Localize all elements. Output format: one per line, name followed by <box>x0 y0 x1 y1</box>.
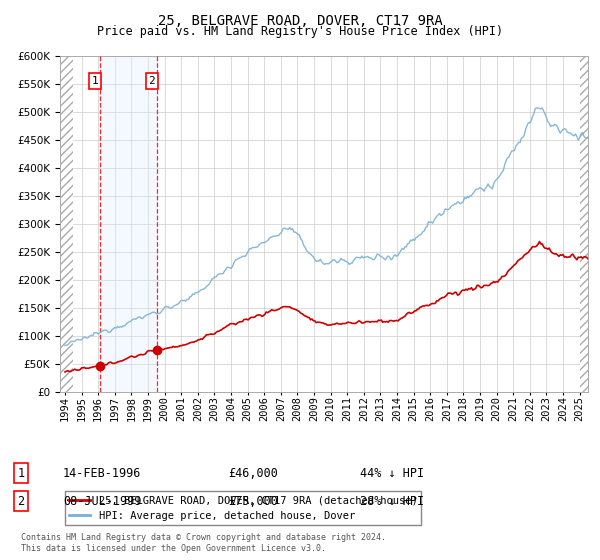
Text: 1: 1 <box>92 76 98 86</box>
Text: £46,000: £46,000 <box>228 466 278 480</box>
Bar <box>580 56 588 392</box>
Text: 44% ↓ HPI: 44% ↓ HPI <box>360 466 424 480</box>
Legend: 25, BELGRAVE ROAD, DOVER, CT17 9RA (detached house), HPI: Average price, detache: 25, BELGRAVE ROAD, DOVER, CT17 9RA (deta… <box>65 491 421 525</box>
Text: 2: 2 <box>17 494 25 508</box>
Text: £75,000: £75,000 <box>228 494 278 508</box>
Bar <box>60 56 73 392</box>
Text: 2: 2 <box>148 76 155 86</box>
Text: 1: 1 <box>17 466 25 480</box>
Text: Contains HM Land Registry data © Crown copyright and database right 2024.
This d: Contains HM Land Registry data © Crown c… <box>21 533 386 553</box>
Bar <box>100 56 157 392</box>
Text: 25, BELGRAVE ROAD, DOVER, CT17 9RA: 25, BELGRAVE ROAD, DOVER, CT17 9RA <box>158 14 442 28</box>
Text: 14-FEB-1996: 14-FEB-1996 <box>63 466 142 480</box>
Text: 28% ↓ HPI: 28% ↓ HPI <box>360 494 424 508</box>
Text: Price paid vs. HM Land Registry's House Price Index (HPI): Price paid vs. HM Land Registry's House … <box>97 25 503 38</box>
Text: 08-JUL-1999: 08-JUL-1999 <box>63 494 142 508</box>
